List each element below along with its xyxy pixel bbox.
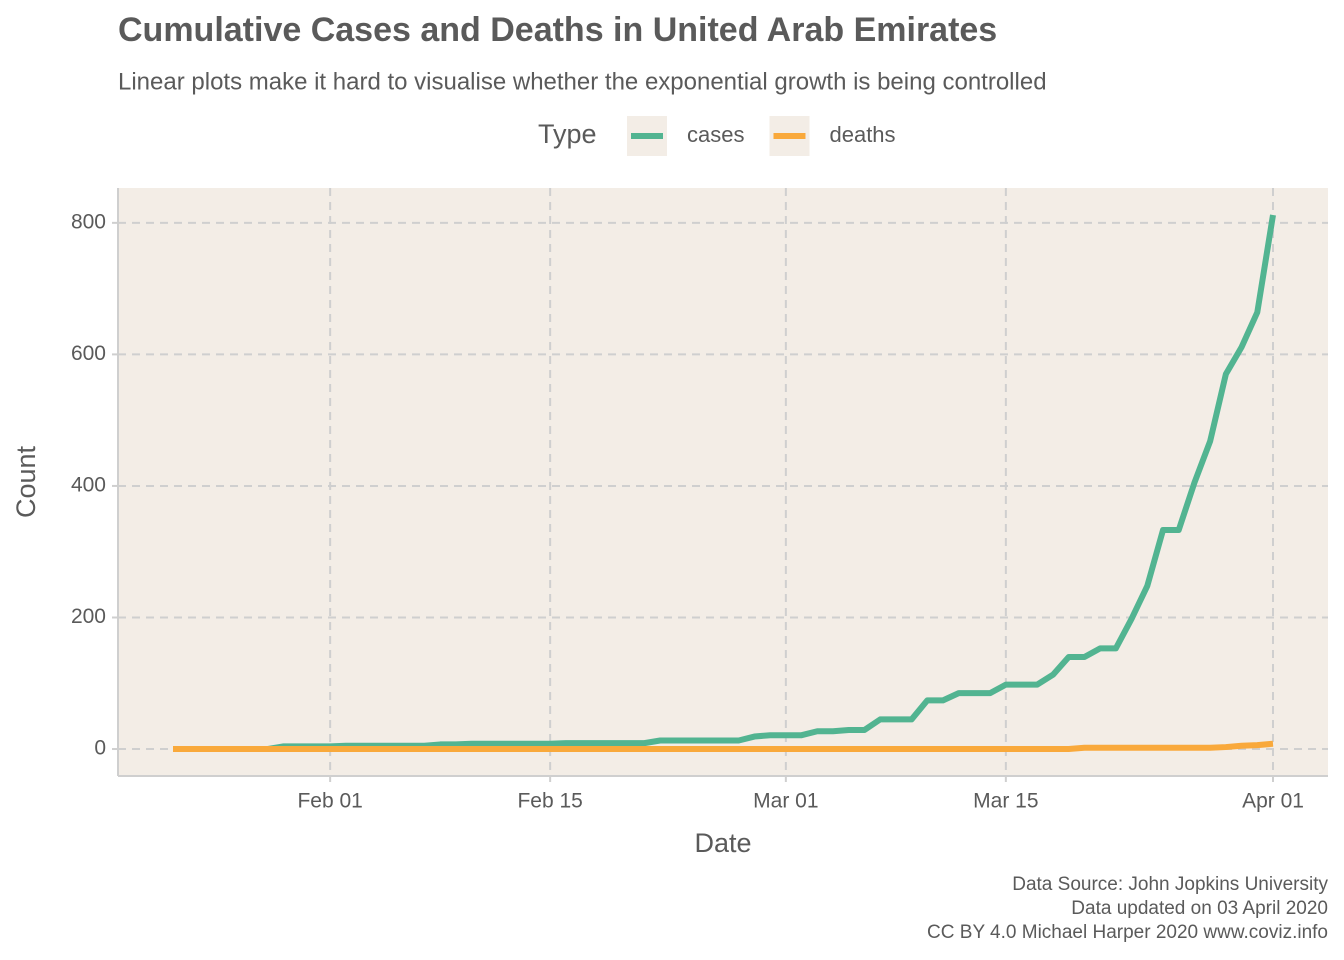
series-line xyxy=(173,740,1274,753)
legend-label: cases xyxy=(687,122,744,147)
x-tick-label: Mar 15 xyxy=(973,790,1038,813)
x-tick-label: Mar 01 xyxy=(753,790,818,813)
chart-title: Cumulative Cases and Deaths in United Ar… xyxy=(118,11,997,49)
y-tick-label: 400 xyxy=(71,473,106,496)
caption: Data updated on 03 April 2020 xyxy=(1071,898,1328,919)
legend-title: Type xyxy=(538,119,597,149)
series-line xyxy=(173,214,1276,753)
caption: Data Source: John Jopkins University xyxy=(1012,874,1328,895)
y-tick-label: 800 xyxy=(71,210,106,233)
caption: CC BY 4.0 Michael Harper 2020 www.coviz.… xyxy=(927,922,1328,943)
legend-label: deaths xyxy=(829,122,895,147)
chart-subtitle: Linear plots make it hard to visualise w… xyxy=(118,68,1047,95)
y-tick-label: 200 xyxy=(71,605,106,628)
plot-background xyxy=(118,188,1328,776)
x-tick-label: Apr 01 xyxy=(1242,790,1304,813)
y-tick-label: 0 xyxy=(94,737,106,760)
x-axis-label: Date xyxy=(694,828,751,858)
y-tick-label: 600 xyxy=(71,342,106,365)
x-tick-label: Feb 15 xyxy=(517,790,582,813)
y-axis-label: Count xyxy=(11,445,41,518)
x-tick-label: Feb 01 xyxy=(297,790,362,813)
